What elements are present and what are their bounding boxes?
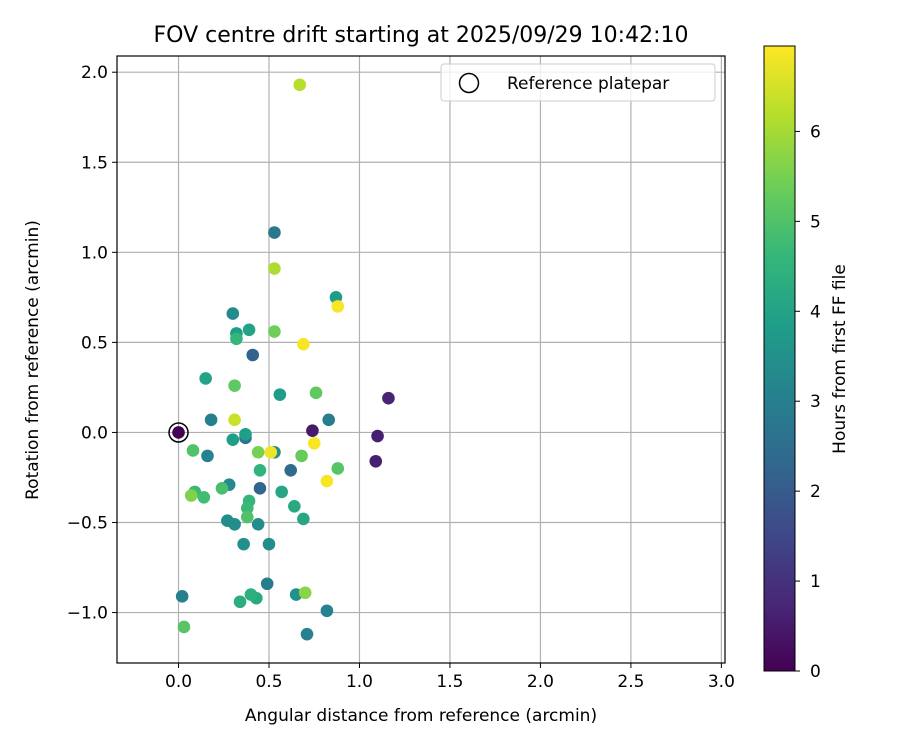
scatter-point [260,577,274,591]
scatter-point [306,424,319,437]
scatter-point [382,391,395,405]
y-tick-label: 2.0 [81,63,108,83]
colorbar-tick-label: 5 [810,212,821,232]
scatter-point [298,586,312,600]
reference-platepar-marker [168,422,189,443]
scatter-point [244,588,258,601]
scatter-point [320,604,334,618]
scatter-point [177,620,191,634]
y-tick-label: −0.5 [67,514,108,534]
scatter-point [268,226,281,239]
scatter-point [184,489,198,502]
colorbar-tick-label: 3 [810,392,821,412]
scatter-point [230,332,243,346]
scatter-point [186,444,200,457]
scatter-point [251,445,265,459]
scatter-point [172,426,185,439]
scatter-point [331,462,345,475]
legend-marker-icon [458,72,480,94]
axes: 0.0 0.5 1.0 1.5 2.0 2.5 3.0 −1.0 −0.5 0.0 0.5 1.0 1.… [67,55,735,692]
colorbar: 0 1 2 3 4 5 6 Hours from first FF file [763,45,850,682]
plot-frame [116,55,726,664]
y-tick-label: −1.0 [67,604,108,624]
scatter-point [175,590,189,603]
y-tick-label: 1.5 [81,153,108,173]
scatter-point [275,485,288,499]
scatter-point [228,413,241,427]
colorbar-tick-label: 4 [810,302,821,322]
colorbar-ticks: 0 1 2 3 4 5 6 [795,122,821,682]
x-tick-label: 0.5 [255,672,282,692]
colorbar-label: Hours from first FF file [830,264,850,454]
scatter-point [309,386,323,400]
scatter-points [168,78,395,641]
scatter-point [288,499,301,513]
scatter-point [199,372,212,385]
scatter-point [297,512,310,526]
chart-title: FOV centre drift starting at 2025/09/29 … [154,23,689,48]
scatter-point [307,436,321,450]
colorbar-tick-label: 1 [810,572,821,592]
scatter-point [242,323,256,337]
legend-entry-reference: Reference platepar [507,74,669,94]
scatter-point [369,454,383,468]
scatter-point [246,348,260,362]
scatter-point [320,474,334,488]
scatter-point [295,449,308,463]
scatter-point [226,307,240,320]
colorbar-tick-label: 6 [810,122,821,142]
y-axis-label: Rotation from reference (arcmin) [23,220,43,500]
colorbar-bar [763,45,796,672]
scatter-point [228,379,241,392]
scatter-point [239,427,252,441]
scatter-point [253,481,267,495]
x-tick-label: 1.5 [436,672,463,692]
y-tick-label: 0.5 [81,333,108,353]
scatter-point [215,481,229,495]
grid [117,56,725,663]
scatter-point [201,449,214,463]
scatter-point [264,445,278,459]
scatter-point [268,325,281,338]
scatter-point [262,537,276,551]
x-tick-label: 2.0 [527,672,554,692]
scatter-point [237,537,250,551]
scatter-point [253,463,267,477]
scatter-point [240,501,254,515]
scatter-point [331,300,345,313]
scatter-point [297,337,310,351]
scatter-point [268,262,281,275]
scatter-point [293,78,307,92]
scatter-point [300,627,314,641]
colorbar-tick-label: 0 [810,662,821,682]
scatter-point [233,595,247,609]
scatter-point [228,518,241,531]
scatter-point [371,429,384,443]
scatter-point [226,433,240,446]
scatter-point [284,463,298,477]
scatter-point [251,518,265,531]
scatter-point [322,413,336,427]
x-tick-label: 1.0 [346,672,373,692]
legend-box [440,63,716,102]
colorbar-tick-label: 2 [810,482,821,502]
scatter-point [240,510,254,524]
x-tick-label: 0.0 [165,672,192,692]
y-tick-label: 0.0 [81,423,108,443]
x-axis-label: Angular distance from reference (arcmin) [245,706,597,726]
x-tick-label: 3.0 [708,672,735,692]
x-tick-label: 2.5 [617,672,644,692]
scatter-point [197,490,211,504]
legend: Reference platepar [440,63,716,102]
y-tick-label: 1.0 [81,243,108,263]
scatter-point [204,413,218,427]
scatter-point [273,388,287,401]
